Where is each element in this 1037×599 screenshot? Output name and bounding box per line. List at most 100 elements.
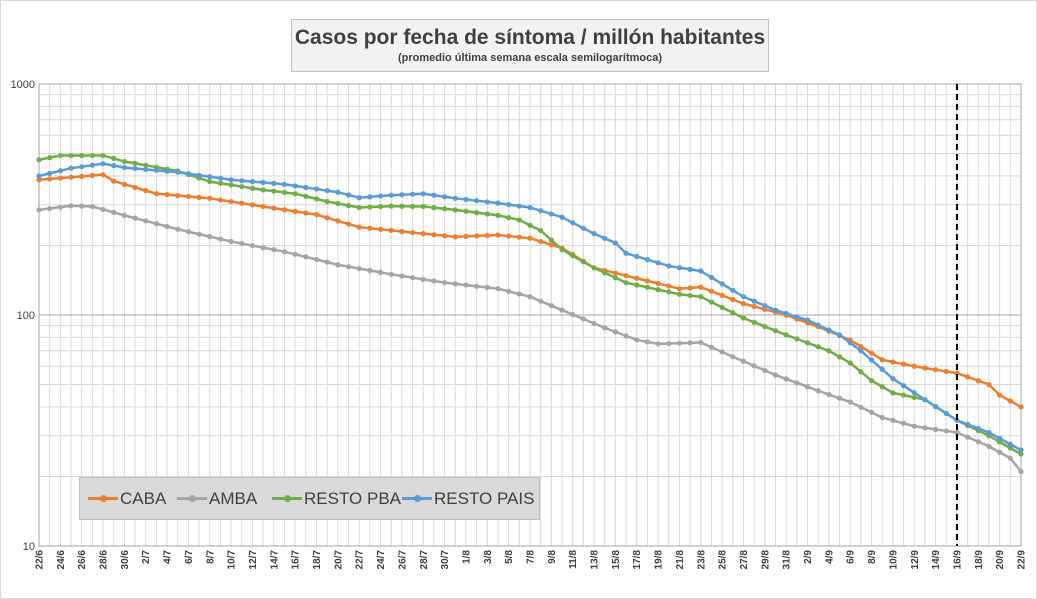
data-point-amba	[997, 449, 1003, 455]
data-point-resto-pais	[815, 322, 821, 328]
x-tick-label: 22/6	[35, 550, 46, 570]
data-point-resto-pba	[506, 215, 512, 221]
data-point-resto-pba	[591, 265, 597, 271]
x-tick-label-group: 16/7	[291, 550, 302, 570]
data-point-amba	[260, 245, 266, 251]
data-point-resto-pais	[228, 177, 234, 183]
data-point-resto-pais	[591, 231, 597, 237]
x-tick-label-group: 14/7	[269, 550, 280, 570]
data-point-caba	[185, 193, 192, 200]
data-point-amba	[879, 414, 885, 421]
data-point-resto-pais	[1007, 441, 1013, 447]
data-point-resto-pba	[772, 328, 779, 334]
data-point-resto-pais	[623, 250, 629, 256]
data-point-resto-pais	[826, 327, 832, 333]
x-tick-label-group: 17/8	[632, 550, 643, 570]
data-point-amba	[442, 280, 448, 286]
data-point-amba	[548, 303, 554, 309]
data-point-resto-pais	[271, 180, 277, 186]
data-point-resto-pais	[100, 161, 106, 167]
data-point-amba	[324, 259, 330, 265]
data-point-resto-pais	[708, 274, 715, 281]
x-tick-label: 30/7	[440, 550, 451, 570]
data-point-resto-pba	[484, 211, 490, 217]
data-point-resto-pba	[826, 348, 832, 354]
data-point-resto-pba	[463, 208, 469, 214]
data-point-caba	[303, 210, 309, 216]
x-tick-label-group: 31/8	[782, 550, 793, 570]
x-tick-label: 24/6	[56, 550, 67, 570]
data-point-caba	[762, 306, 768, 312]
data-point-resto-pba	[794, 336, 800, 342]
data-point-resto-pais	[121, 164, 127, 171]
data-point-resto-pais	[388, 192, 394, 198]
data-point-resto-pais	[281, 181, 288, 187]
data-point-resto-pais	[474, 198, 480, 204]
data-point-resto-pais	[730, 287, 736, 293]
data-point-caba	[506, 233, 512, 239]
data-point-resto-pais	[377, 193, 384, 199]
x-tick-label: 2/7	[141, 550, 152, 564]
data-point-amba	[559, 307, 565, 313]
data-point-amba	[527, 294, 533, 300]
data-point-amba	[68, 203, 74, 209]
data-point-amba	[719, 349, 725, 355]
data-point-resto-pais	[452, 195, 458, 201]
data-point-resto-pais	[965, 421, 971, 427]
data-point-resto-pba	[1018, 451, 1024, 457]
data-point-amba	[356, 265, 362, 272]
data-point-caba	[1018, 404, 1024, 410]
x-tick-label: 15/8	[611, 550, 622, 570]
data-point-caba	[143, 187, 149, 194]
data-point-caba	[900, 361, 907, 367]
data-point-amba	[698, 339, 704, 346]
data-point-resto-pba	[442, 206, 448, 212]
data-point-resto-pba	[452, 207, 458, 213]
data-point-caba	[409, 229, 416, 236]
data-point-amba	[452, 281, 458, 287]
x-tick-label-group: 14/9	[931, 550, 942, 570]
x-tick-label-group: 27/8	[739, 550, 750, 570]
data-point-amba	[57, 204, 63, 210]
x-tick-label-group: 1/8	[461, 550, 472, 564]
data-point-resto-pais	[260, 179, 266, 186]
data-point-resto-pais	[612, 240, 618, 246]
x-tick-label: 12/7	[248, 550, 259, 570]
legend-swatch-resto-pba	[272, 495, 302, 502]
data-point-caba	[986, 381, 992, 388]
data-point-caba	[68, 174, 74, 180]
x-tick-label-group: 26/7	[397, 550, 408, 570]
data-point-amba	[676, 340, 683, 346]
x-tick-label-group: 15/8	[611, 550, 622, 570]
data-point-resto-pba	[751, 319, 757, 325]
data-point-resto-pais	[367, 194, 373, 200]
x-tick-label: 9/8	[547, 550, 558, 564]
data-point-caba	[36, 177, 42, 183]
data-point-resto-pais	[570, 220, 576, 226]
x-tick-label: 7/8	[526, 550, 537, 564]
data-point-amba	[100, 206, 106, 213]
data-point-caba	[207, 195, 213, 201]
data-point-resto-pais	[858, 348, 864, 354]
data-point-amba	[399, 273, 405, 279]
data-point-resto-pba	[538, 227, 544, 234]
x-tick-label: 14/7	[269, 550, 280, 570]
data-point-resto-pais	[698, 268, 704, 274]
x-tick-label-group: 20/9	[995, 550, 1006, 570]
data-point-resto-pba	[399, 203, 405, 209]
data-point-amba	[111, 209, 117, 215]
data-point-amba	[47, 205, 53, 212]
data-point-amba	[207, 234, 213, 240]
x-tick-label: 24/7	[376, 550, 387, 570]
data-point-caba	[730, 296, 736, 303]
data-point-amba	[431, 278, 437, 284]
data-point-amba	[495, 286, 501, 292]
data-point-resto-pais	[249, 178, 256, 185]
data-point-resto-pba	[79, 152, 85, 159]
data-point-resto-pais	[185, 171, 192, 177]
x-tick-label-group: 4/7	[163, 550, 174, 564]
data-point-resto-pais	[794, 314, 800, 320]
data-point-resto-pais	[303, 184, 309, 191]
data-point-resto-pba	[548, 237, 554, 243]
data-point-resto-pba	[900, 392, 907, 398]
